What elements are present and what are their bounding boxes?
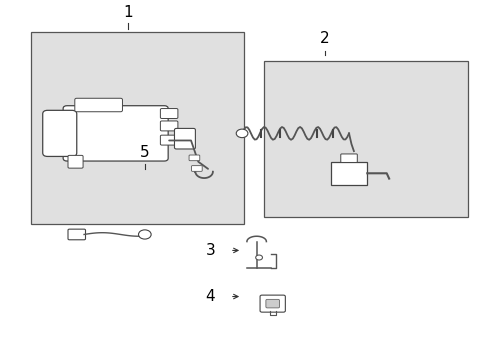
Circle shape	[255, 255, 262, 260]
Circle shape	[236, 129, 247, 138]
FancyBboxPatch shape	[160, 121, 178, 131]
FancyBboxPatch shape	[260, 295, 285, 312]
FancyBboxPatch shape	[160, 109, 178, 118]
FancyBboxPatch shape	[75, 98, 122, 112]
FancyBboxPatch shape	[265, 300, 279, 308]
FancyBboxPatch shape	[191, 166, 202, 171]
FancyBboxPatch shape	[160, 135, 178, 145]
FancyBboxPatch shape	[264, 61, 467, 217]
FancyBboxPatch shape	[340, 154, 357, 162]
Text: 4: 4	[205, 289, 215, 304]
FancyBboxPatch shape	[68, 229, 85, 240]
FancyBboxPatch shape	[68, 156, 83, 168]
FancyBboxPatch shape	[174, 129, 195, 149]
Text: 5: 5	[140, 145, 149, 160]
FancyBboxPatch shape	[63, 106, 168, 161]
FancyBboxPatch shape	[30, 32, 244, 224]
Circle shape	[138, 230, 151, 239]
FancyBboxPatch shape	[189, 155, 200, 161]
Text: 1: 1	[123, 5, 132, 20]
FancyBboxPatch shape	[42, 110, 77, 157]
Text: 3: 3	[205, 243, 215, 258]
FancyBboxPatch shape	[330, 162, 366, 185]
Text: 2: 2	[319, 31, 329, 46]
